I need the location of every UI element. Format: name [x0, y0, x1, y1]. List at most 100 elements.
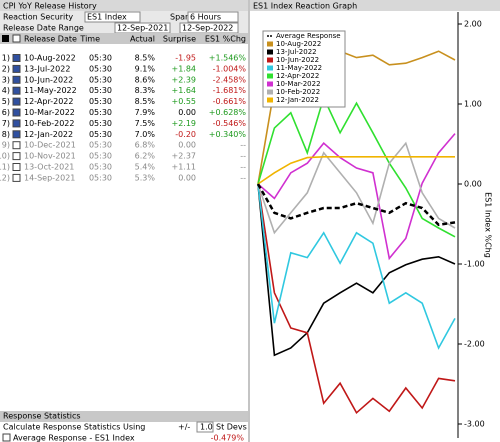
stats-title: Response Statistics — [3, 412, 81, 421]
row-number: 2) — [2, 64, 10, 73]
row-number: 8) — [2, 130, 10, 139]
row-checkbox[interactable] — [12, 152, 21, 161]
security-input[interactable] — [84, 11, 141, 23]
cell: +1.84 — [171, 64, 196, 73]
cell: -1.95 — [175, 54, 196, 63]
cell: 7.0% — [135, 130, 156, 139]
row-checkbox[interactable] — [12, 86, 21, 95]
avg-value: -0.479% — [211, 434, 245, 442]
row-number: 6) — [2, 108, 10, 117]
cell: 05:30 — [89, 75, 112, 84]
row-checkbox[interactable] — [12, 141, 21, 150]
legend-swatch — [267, 81, 273, 87]
cell: -- — [240, 152, 246, 161]
row-number: 5) — [2, 97, 10, 106]
cell: 10-Feb-2022 — [24, 119, 74, 128]
y-tick-label: 0.00 — [464, 180, 482, 189]
series-line — [257, 183, 456, 350]
row-checkbox[interactable] — [12, 108, 21, 117]
cell: 05:30 — [89, 97, 112, 106]
legend-swatch — [267, 65, 273, 71]
span-label: Span — [170, 13, 190, 22]
y-tick-label: -3.00 — [464, 420, 485, 429]
range-start: 12-Sep-2021 — [117, 24, 168, 33]
span: 6 Hours — [190, 13, 221, 22]
cell: 05:30 — [89, 108, 112, 117]
row-number: 9) — [2, 141, 10, 150]
cell: 13-Oct-2021 — [24, 163, 74, 172]
row-number: 3) — [2, 75, 10, 84]
cell: 10-Jun-2022 — [24, 75, 73, 84]
cell: 05:30 — [89, 163, 112, 172]
cell: -0.546% — [213, 119, 247, 128]
span-select[interactable] — [187, 11, 239, 23]
cell: 8.5% — [135, 54, 156, 63]
cell: 8.5% — [135, 97, 156, 106]
legend-swatch — [267, 89, 273, 95]
stdev-input[interactable] — [196, 421, 214, 433]
cell: +0.628% — [209, 108, 247, 117]
cell: 11-May-2022 — [24, 86, 77, 95]
pm: +/- — [178, 423, 190, 432]
series-line — [256, 183, 456, 227]
row-checkbox[interactable] — [12, 163, 21, 171]
row-checkbox[interactable] — [12, 130, 21, 139]
column-header: Time — [79, 35, 100, 44]
row-checkbox[interactable] — [12, 97, 21, 106]
row-checkbox[interactable] — [12, 54, 21, 62]
cell: 8.3% — [135, 86, 156, 95]
series-line — [257, 141, 456, 235]
cell: +0.340% — [209, 130, 247, 139]
cell: -- — [240, 141, 246, 150]
cell: +0.55 — [171, 97, 196, 106]
row-number: 4) — [2, 86, 10, 95]
y-tick-label: 2.00 — [464, 20, 482, 29]
cell: 5.4% — [135, 163, 156, 172]
cell: -0.661% — [213, 97, 247, 106]
cell: 10-Nov-2021 — [24, 152, 76, 161]
cell: +1.64 — [171, 86, 196, 95]
row-checkbox[interactable] — [12, 64, 21, 73]
cell: 05:30 — [89, 119, 112, 128]
row-number: 11) — [0, 163, 10, 172]
row-checkbox[interactable] — [12, 75, 21, 84]
legend-swatch — [267, 49, 273, 55]
cell: 6.2% — [135, 152, 156, 161]
header-bg — [0, 33, 248, 44]
avg-checkbox[interactable] — [2, 433, 11, 442]
row-checkbox[interactable] — [12, 119, 21, 128]
legend-swatch — [267, 73, 273, 79]
security-label: Reaction Security — [3, 13, 73, 22]
panel-title: CPI YoY Release History — [3, 2, 97, 11]
stats-bar — [0, 411, 248, 422]
y-axis-title: ES1 Index %Chg — [484, 192, 493, 258]
legend-label: 11-May-2022 — [276, 64, 322, 72]
cell: +2.37 — [171, 152, 196, 161]
cell: +2.39 — [171, 75, 196, 84]
row-checkbox[interactable] — [12, 173, 21, 182]
y-tick-label: -2.00 — [464, 340, 485, 349]
legend-label: 10-Jun-2022 — [276, 56, 319, 64]
column-header: ES1 %Chg — [205, 35, 246, 44]
cell: 10-Dec-2021 — [24, 141, 76, 150]
series-line — [257, 133, 456, 261]
cell: 05:30 — [89, 86, 112, 95]
cell: 10-Aug-2022 — [24, 54, 76, 63]
range-end: 12-Sep-2022 — [182, 24, 233, 33]
row-number: 10) — [0, 152, 10, 161]
cell: 13-Jul-2022 — [24, 64, 70, 73]
select-all[interactable] — [2, 35, 9, 42]
legend-label: 10-Mar-2022 — [276, 80, 321, 88]
legend-swatch — [267, 57, 273, 63]
series-line — [257, 95, 456, 238]
cell: 05:30 — [89, 141, 112, 150]
calc-label: Calculate Response Statistics Using — [3, 423, 145, 432]
stdev: 1.0 — [200, 423, 213, 432]
legend-label: 10-Feb-2022 — [276, 88, 320, 96]
cell: -1.004% — [213, 64, 247, 73]
cell: 12-Apr-2022 — [24, 97, 73, 106]
chart-title-bar — [250, 0, 500, 11]
select-none[interactable] — [12, 34, 21, 43]
cell: 7.9% — [135, 108, 156, 117]
